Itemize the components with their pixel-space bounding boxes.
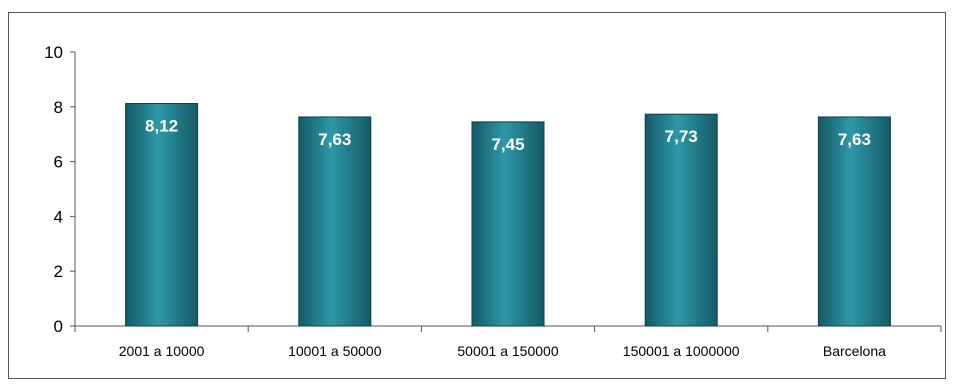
bar-chart: 0 2 4 6 8 10 8,12 2001 a 10000 7,63 10001 a 5000… (44, 43, 942, 359)
chart-labels: 8,12 2001 a 10000 7,63 10001 a 50000 7,45 500… (119, 117, 886, 359)
bar (125, 103, 199, 327)
y-tick-label: 2 (54, 262, 63, 281)
x-category-label: 150001 a 1000000 (623, 343, 740, 359)
chart-bars (125, 103, 891, 327)
bar-data-label: 7,63 (838, 130, 871, 149)
bar (471, 121, 545, 327)
x-category-label: 10001 a 50000 (288, 343, 382, 359)
y-tick-label: 6 (54, 153, 63, 172)
bar-data-label: 8,12 (145, 117, 178, 136)
bar-data-label: 7,63 (318, 130, 351, 149)
chart-axes: 0 2 4 6 8 10 (44, 43, 942, 336)
bar-data-label: 7,73 (665, 127, 698, 146)
x-category-label: 2001 a 10000 (119, 343, 205, 359)
bar (817, 116, 891, 327)
bar-data-label: 7,45 (491, 135, 524, 154)
x-category-label: 50001 a 150000 (457, 343, 558, 359)
bar (298, 116, 372, 327)
chart-frame: 0 2 4 6 8 10 8,12 2001 a 10000 7,63 10001 a 5000… (8, 12, 946, 379)
y-tick-label: 10 (44, 43, 63, 62)
y-tick-label: 0 (54, 317, 63, 336)
y-tick-label: 8 (54, 98, 63, 117)
x-category-label: Barcelona (823, 343, 886, 359)
bar (644, 113, 718, 327)
y-tick-label: 4 (54, 207, 63, 226)
